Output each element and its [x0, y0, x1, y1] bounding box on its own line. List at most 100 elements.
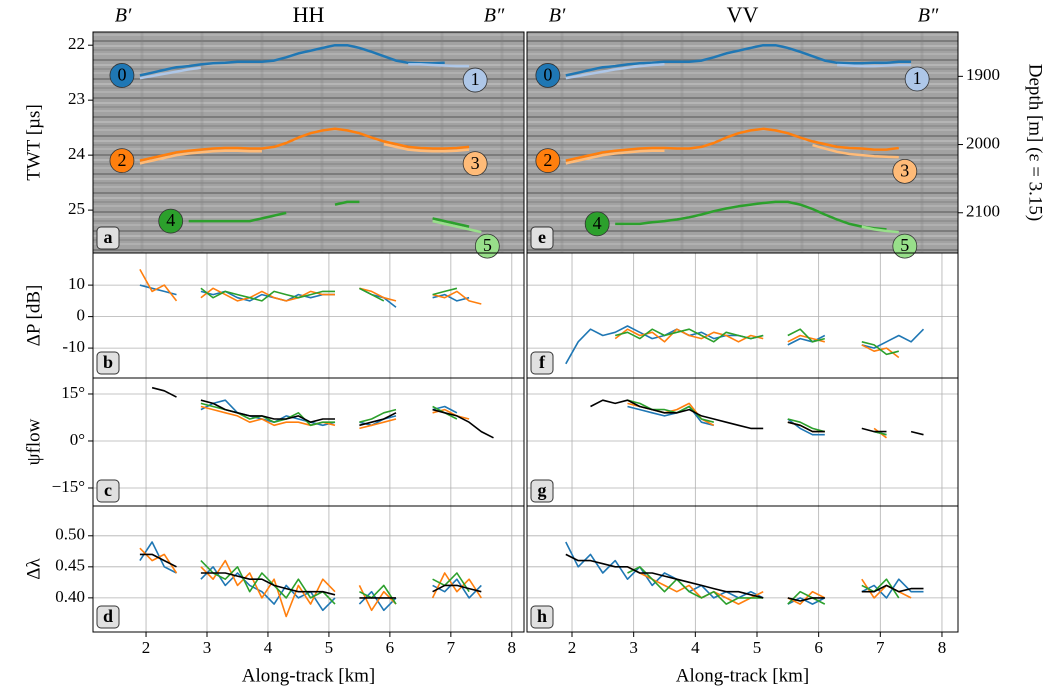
horizon-marker [535, 148, 561, 174]
horizon-label: 3 [900, 160, 909, 180]
y-tick-label: 15° [61, 383, 85, 402]
x-tick-label: 7 [876, 638, 885, 657]
panel: 1900 2000 2100 0 1 2 3 4 5 e VV B′ B″ Depth [m] (ε = … [526, 2, 1046, 259]
panel-letter-box [530, 605, 554, 629]
horizon-label: 1 [471, 69, 480, 89]
horizon-marker [462, 67, 488, 93]
panel-letter: h [537, 606, 547, 626]
horizon-line [139, 127, 470, 162]
axes-frame [526, 252, 959, 379]
panel: 0.40 0.45 0.50 2 3 4 5 6 7 8 d Δλ Along-track [km] [23, 505, 525, 686]
horizon-line [139, 43, 445, 77]
panel-letter: e [538, 227, 546, 247]
series-group [565, 541, 924, 605]
panel-letter: a [104, 227, 113, 247]
data-line [139, 553, 482, 599]
horizon-label: 0 [543, 65, 552, 85]
panel: -10 0 10 b ΔP [dB] [23, 252, 525, 379]
section-end: B″ [918, 5, 939, 27]
horizon-label: 5 [900, 235, 909, 255]
panel-letter-box [96, 351, 120, 375]
data-line [139, 541, 482, 612]
x-tick-label: 8 [508, 638, 517, 657]
horizon-label: 5 [483, 235, 492, 255]
y-tick-label: 23 [68, 89, 85, 108]
data-line [139, 547, 482, 618]
x-tick-label: 6 [814, 638, 823, 657]
axes-frame [526, 505, 959, 633]
panel-letter-box [96, 605, 120, 629]
x-tick-label: 4 [691, 638, 700, 657]
panel-letter: g [538, 480, 547, 500]
y-axis-label: TWT [µs] [23, 104, 44, 181]
panel: g [526, 377, 959, 507]
y-axis-label: ψflow [23, 418, 44, 465]
horizon-line [139, 142, 470, 165]
x-tick-label: 3 [629, 638, 638, 657]
panel-letter-box [96, 479, 120, 503]
horizon-line [565, 63, 912, 80]
y2-tick-label: 2100 [966, 202, 1000, 221]
x-axis-label: Along-track [km] [242, 665, 375, 686]
x-tick-label: 2 [568, 638, 577, 657]
horizon-label: 4 [166, 210, 175, 230]
horizon-line [432, 219, 482, 234]
horizon-marker [904, 66, 930, 92]
horizon-line [565, 127, 899, 162]
y-axis-label: ΔP [dB] [23, 285, 44, 347]
horizon-line [565, 143, 899, 165]
panel-letter-box [530, 479, 554, 503]
data-line [151, 386, 494, 439]
horizon-label: 3 [471, 153, 480, 173]
horizon-marker [158, 208, 184, 234]
horizon-marker [109, 63, 135, 88]
horizon-label: 4 [593, 213, 602, 233]
data-line [200, 287, 458, 302]
x-axis-label: Along-track [km] [676, 665, 809, 686]
horizon-marker [892, 158, 918, 184]
panel-letter: c [104, 480, 112, 500]
x-tick-label: 2 [142, 638, 151, 657]
panel: 2 3 4 5 6 7 8 h Along-track [km] [526, 505, 959, 686]
horizon-line [188, 200, 470, 228]
panel-title: HH [293, 2, 325, 27]
horizon-label: 2 [117, 150, 126, 170]
panel-letter: b [103, 352, 113, 372]
x-tick-label: 5 [753, 638, 762, 657]
horizon-line [565, 43, 912, 77]
y-tick-label: -10 [62, 337, 85, 356]
y-tick-label: 10 [68, 274, 85, 293]
horizon-line [139, 63, 470, 80]
y2-tick-label: 1900 [966, 65, 1000, 84]
series-group [565, 43, 912, 234]
horizon-marker [584, 211, 610, 237]
y-tick-label: 22 [68, 34, 85, 53]
series-group [565, 325, 925, 365]
horizon-label: 1 [913, 68, 922, 88]
x-tick-label: 6 [386, 638, 395, 657]
y-tick-label: 0° [70, 430, 85, 449]
y-tick-label: −15° [52, 477, 85, 496]
y-tick-label: 24 [68, 144, 86, 163]
data-line [565, 541, 924, 605]
series-group [139, 541, 482, 618]
data-line [200, 560, 470, 605]
y-tick-label: 0.40 [55, 587, 85, 606]
series-group [139, 43, 482, 234]
data-line [565, 553, 924, 602]
axes-frame [92, 505, 525, 633]
horizon-marker [535, 63, 561, 88]
horizon-marker [474, 233, 500, 259]
x-tick-label: 4 [264, 638, 273, 657]
panel: −15° 0° 15° c ψflow [23, 377, 525, 507]
series-group [151, 386, 494, 439]
y-tick-label: 25 [68, 199, 85, 218]
data-line [565, 325, 925, 365]
horizon-line [861, 225, 899, 234]
y-tick-label: 0 [77, 306, 86, 325]
data-line [627, 566, 900, 605]
horizon-marker [892, 233, 918, 259]
horizon-marker [462, 151, 488, 177]
panel-letter-box [530, 226, 554, 250]
